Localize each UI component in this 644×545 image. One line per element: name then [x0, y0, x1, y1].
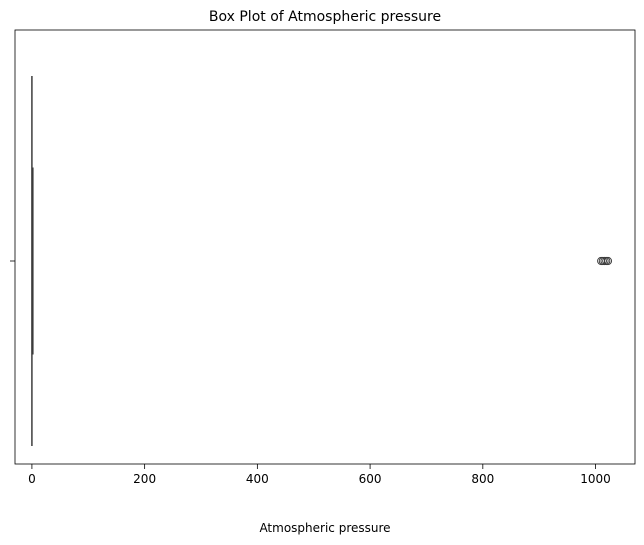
chart-title: Box Plot of Atmospheric pressure [209, 9, 441, 25]
x-axis-label: Atmospheric pressure [259, 521, 390, 535]
x-axis-ticks: 0 200 400 600 800 1000 [28, 464, 611, 486]
x-tick-label: 1000 [580, 472, 611, 486]
box-group [31, 76, 34, 446]
x-tick-label: 400 [246, 472, 269, 486]
outlier-group [597, 256, 613, 266]
x-tick-label: 0 [28, 472, 36, 486]
x-tick-label: 600 [359, 472, 382, 486]
plot-frame [14, 29, 636, 465]
outlier-point [603, 256, 613, 266]
x-tick-label: 800 [471, 472, 494, 486]
x-tick-label: 200 [133, 472, 156, 486]
